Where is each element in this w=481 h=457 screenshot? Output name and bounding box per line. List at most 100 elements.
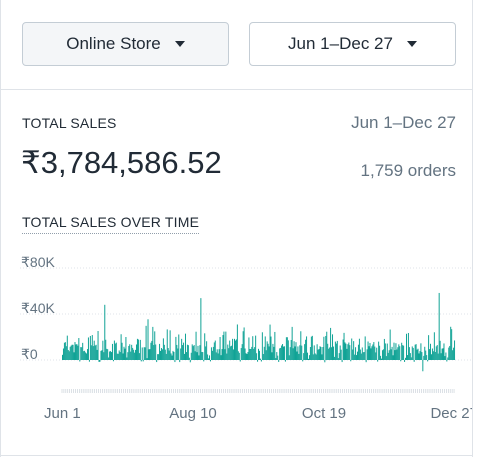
data-bar — [85, 352, 87, 360]
data-bar — [412, 347, 414, 360]
data-bar — [287, 340, 289, 360]
data-bar — [263, 346, 265, 360]
data-bar — [288, 355, 290, 360]
date-range-label: Jun 1–Dec 27 — [288, 34, 393, 53]
data-bar — [171, 355, 173, 361]
data-bar — [305, 339, 307, 360]
data-bar — [342, 339, 344, 360]
data-bar — [442, 348, 444, 360]
data-bar — [343, 332, 345, 360]
data-bar — [446, 360, 448, 362]
data-bar — [339, 345, 341, 360]
data-bar — [394, 350, 396, 360]
data-bar — [361, 347, 363, 361]
data-bar — [206, 341, 208, 360]
data-bar — [101, 350, 103, 360]
data-bar — [336, 340, 338, 360]
data-bar — [338, 353, 340, 360]
data-bar — [104, 304, 106, 360]
data-bar — [373, 342, 375, 360]
data-bar — [371, 346, 373, 360]
data-bar — [240, 348, 242, 360]
data-bar — [302, 360, 304, 362]
data-bar — [202, 352, 204, 360]
y-tick-label: ₹80K — [21, 254, 55, 270]
data-bar — [132, 347, 134, 360]
data-bar — [265, 350, 267, 360]
data-bar — [374, 346, 376, 361]
data-bar — [88, 360, 90, 362]
data-bar — [360, 353, 362, 360]
data-bar — [63, 342, 65, 360]
data-bar — [208, 358, 210, 360]
data-bar — [356, 351, 358, 360]
data-bar — [261, 332, 263, 360]
data-bar — [300, 331, 302, 360]
data-bar — [331, 347, 333, 360]
data-bar — [396, 349, 398, 360]
data-bar — [417, 348, 419, 360]
data-bar — [298, 353, 300, 360]
data-bar — [278, 360, 280, 362]
data-bar — [135, 344, 137, 360]
data-bar — [449, 345, 451, 360]
data-bar — [307, 358, 309, 360]
caret-down-icon — [406, 41, 417, 47]
data-bar — [64, 342, 66, 360]
data-bar — [402, 345, 404, 360]
data-bar — [103, 352, 105, 360]
data-bar — [69, 346, 71, 360]
data-bar — [62, 354, 63, 360]
data-bar — [164, 349, 166, 360]
data-bar — [195, 331, 197, 360]
data-bar — [274, 331, 276, 360]
data-bar — [407, 332, 409, 360]
data-bar — [320, 347, 322, 360]
data-bar — [136, 338, 138, 360]
data-bar — [447, 357, 449, 360]
data-bar — [218, 349, 220, 360]
data-bar — [299, 345, 301, 360]
data-bar — [271, 352, 273, 361]
data-bar — [439, 340, 441, 360]
data-bar — [428, 335, 430, 360]
data-bar — [284, 360, 286, 362]
data-bar — [197, 345, 199, 360]
data-bar — [337, 358, 339, 361]
data-bar — [117, 353, 119, 360]
data-bar — [362, 352, 364, 360]
data-bar — [67, 350, 69, 360]
data-bar — [452, 350, 454, 360]
card-border-right — [472, 0, 473, 457]
data-bar — [382, 349, 384, 361]
data-bar — [397, 347, 399, 360]
data-bar — [403, 345, 405, 361]
data-bar — [448, 347, 450, 360]
data-bar — [83, 351, 85, 360]
data-bar — [258, 348, 260, 360]
data-bar — [393, 342, 395, 360]
total-sales-value: ₹3,784,586.52 — [21, 145, 222, 180]
data-bar — [235, 339, 237, 360]
data-bar — [113, 340, 115, 360]
data-bar — [254, 347, 256, 360]
data-bar — [289, 347, 291, 360]
data-bar — [221, 349, 223, 360]
data-bar — [377, 360, 379, 362]
data-bar — [260, 360, 262, 362]
channel-filter-button[interactable]: Online Store — [22, 22, 229, 66]
data-bar — [341, 360, 343, 363]
data-bar — [323, 336, 325, 360]
data-bar — [427, 360, 429, 362]
data-bar — [207, 354, 209, 360]
data-bar — [366, 349, 368, 361]
data-bar — [210, 347, 212, 360]
date-range-button[interactable]: Jun 1–Dec 27 — [249, 22, 456, 66]
data-bar — [227, 344, 229, 360]
data-bar — [399, 346, 401, 360]
chart-title[interactable]: TOTAL SALES OVER TIME — [22, 214, 200, 234]
data-bar — [321, 354, 323, 360]
data-bar — [310, 336, 312, 360]
data-bar — [81, 347, 83, 360]
data-bar — [139, 339, 141, 361]
